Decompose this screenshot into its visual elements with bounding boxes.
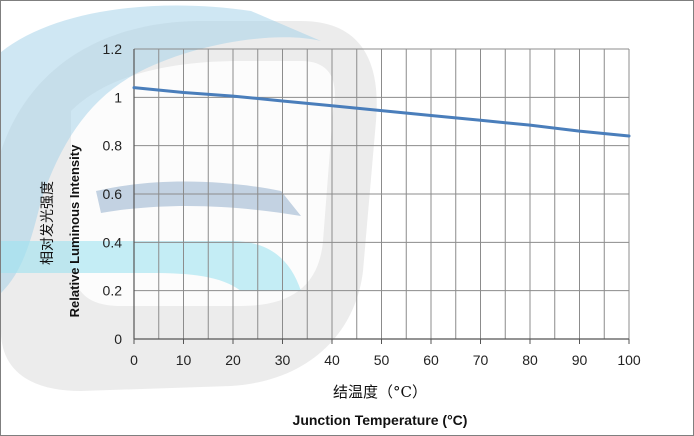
x-tick-label: 80 bbox=[522, 352, 538, 368]
x-tick-label: 40 bbox=[324, 352, 340, 368]
x-tick-label: 30 bbox=[275, 352, 291, 368]
x-tick-label: 70 bbox=[473, 352, 489, 368]
x-axis-label-chinese: 结温度（°C） bbox=[333, 383, 427, 401]
x-tick-label: 20 bbox=[225, 352, 241, 368]
x-tick-labels: 0 10 20 30 40 50 60 70 80 90 100 bbox=[130, 352, 641, 368]
x-tick-label: 10 bbox=[176, 352, 192, 368]
axes bbox=[133, 49, 630, 344]
x-tick-label: 0 bbox=[130, 352, 138, 368]
x-tick-label: 60 bbox=[423, 352, 439, 368]
y-axis-label-chinese: 相对发光强度 bbox=[40, 181, 56, 265]
y-tick-labels: 0 0.2 0.4 0.6 0.8 1 1.2 bbox=[103, 41, 123, 347]
data-series bbox=[132, 86, 631, 138]
y-tick-label: 0.8 bbox=[103, 138, 123, 154]
y-tick-label: 1 bbox=[114, 89, 122, 105]
y-axis-label-english: Relative Luminous Intensity bbox=[67, 144, 82, 317]
watermark bbox=[1, 5, 377, 391]
y-tick-label: 0.4 bbox=[103, 234, 123, 250]
y-tick-label: 0.6 bbox=[103, 186, 123, 202]
y-tick-label: 0 bbox=[114, 331, 122, 347]
y-tick-label: 0.2 bbox=[103, 283, 123, 299]
grid-lines bbox=[133, 48, 630, 340]
x-tick-label: 100 bbox=[617, 352, 641, 368]
x-axis-label-english: Junction Temperature (°C) bbox=[293, 412, 468, 428]
y-tick-label: 1.2 bbox=[103, 41, 123, 57]
x-tick-label: 50 bbox=[374, 352, 390, 368]
x-tick-label: 90 bbox=[572, 352, 588, 368]
series-line bbox=[132, 86, 631, 138]
